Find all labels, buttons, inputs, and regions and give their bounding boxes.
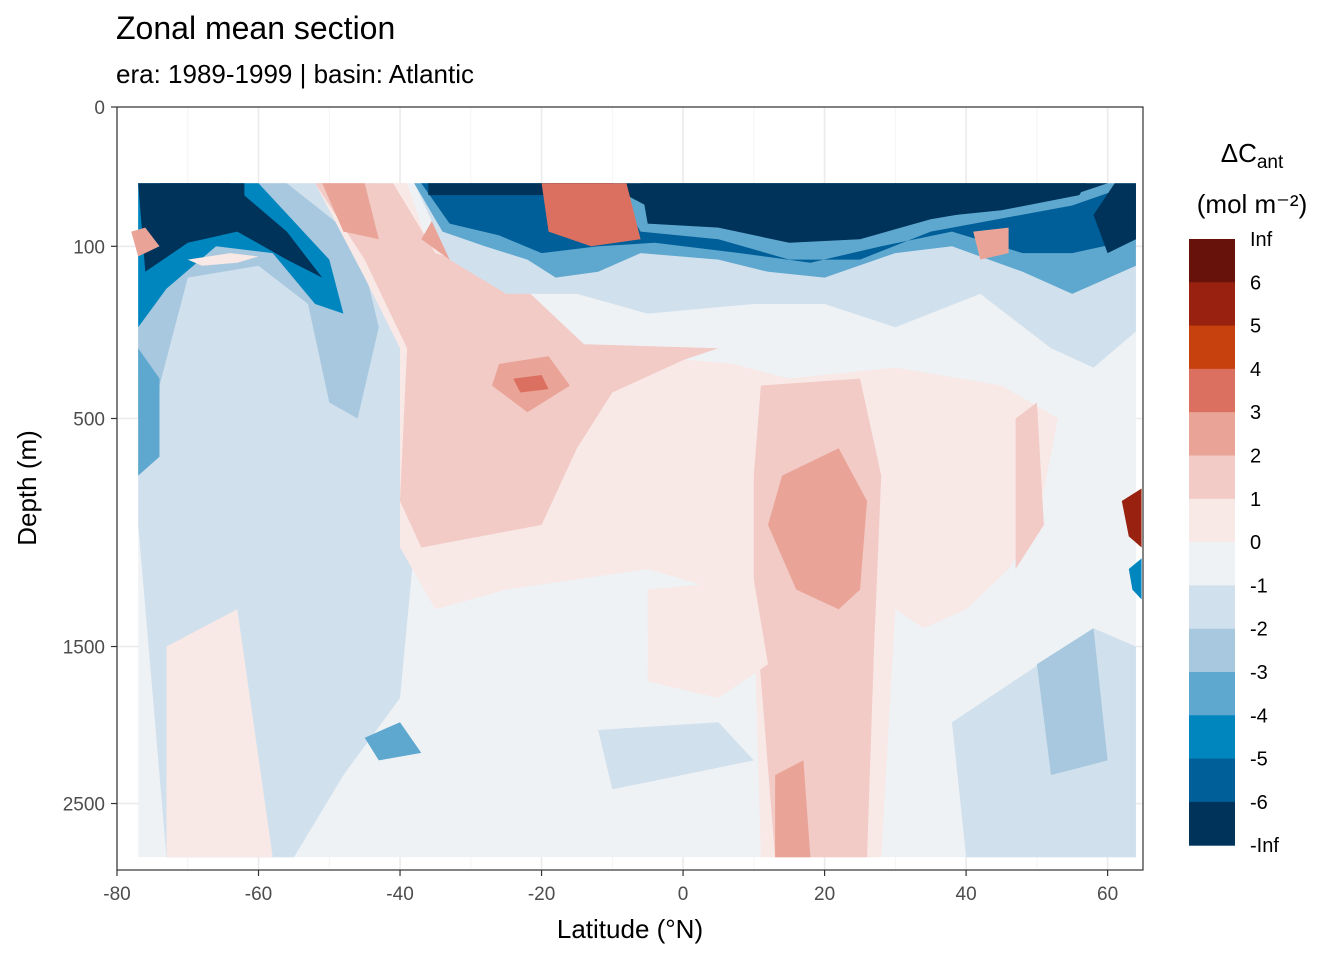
- contour-region: [1036, 628, 1108, 776]
- legend-key: [1189, 801, 1235, 846]
- legend: ΔCant (mol m⁻²) Inf 6 5 4 3 2 1 0 -1 -2 -3 -4 -5 -6 -I…: [1189, 138, 1307, 857]
- contour-region: [138, 348, 160, 476]
- legend-label: 6: [1250, 272, 1261, 294]
- x-tick-label: 20: [814, 884, 835, 905]
- x-axis: -80 -60 -40 -20 0 20 40 60: [103, 870, 1118, 905]
- legend-label: 2: [1250, 446, 1261, 468]
- contour-region: [166, 609, 273, 858]
- legend-label: 1: [1250, 489, 1261, 511]
- legend-key: [1189, 672, 1235, 716]
- x-tick-label: -40: [386, 884, 413, 905]
- x-tick-label: 60: [1097, 884, 1118, 905]
- legend-key: [1189, 715, 1235, 760]
- legend-title: ΔCant: [1221, 138, 1284, 173]
- x-tick-label: 0: [678, 884, 689, 905]
- legend-label: 3: [1250, 402, 1261, 424]
- contour-region: [131, 227, 160, 257]
- y-tick-label: 0: [94, 98, 105, 119]
- legend-label: 4: [1250, 359, 1261, 381]
- y-axis: 0 100 500 1500 2500: [63, 98, 117, 816]
- y-tick-label: 500: [73, 409, 105, 430]
- contour-region: [187, 253, 259, 266]
- legend-label: 0: [1250, 532, 1261, 554]
- chart-subtitle: era: 1989-1999 | basin: Atlantic: [116, 59, 474, 89]
- contour-region: [1093, 183, 1136, 254]
- contour-region: [364, 722, 422, 761]
- legend-units: (mol m⁻²): [1197, 189, 1307, 219]
- legend-title-sub: ant: [1257, 152, 1284, 173]
- legend-title-main: ΔC: [1221, 138, 1257, 168]
- legend-key: [1189, 585, 1235, 630]
- legend-key: [1189, 325, 1235, 370]
- contour-region: [598, 722, 754, 790]
- x-tick-label: -60: [245, 884, 272, 905]
- contour-region: [322, 183, 379, 240]
- legend-label: Inf: [1250, 229, 1273, 251]
- legend-key: [1189, 239, 1235, 283]
- contour-region: [159, 183, 245, 224]
- legend-label: -Inf: [1250, 835, 1279, 857]
- legend-key: [1189, 455, 1235, 500]
- y-axis-title: Depth (m): [12, 430, 42, 546]
- x-tick-label: 40: [956, 884, 977, 905]
- contour-region: [753, 378, 882, 858]
- legend-label: -1: [1250, 575, 1268, 597]
- contour-region: [775, 760, 811, 858]
- legend-label: -3: [1250, 662, 1268, 684]
- legend-key: [1189, 498, 1235, 543]
- contour-region: [768, 448, 867, 610]
- y-tick-label: 1500: [63, 638, 105, 659]
- contour-region: [973, 227, 1009, 260]
- legend-label: -2: [1250, 619, 1268, 641]
- contour-region: [541, 183, 641, 247]
- legend-key: [1189, 368, 1235, 413]
- chart-title: Zonal mean section: [116, 10, 396, 46]
- legend-labels: Inf 6 5 4 3 2 1 0 -1 -2 -3 -4 -5 -6 -Inf: [1250, 229, 1279, 857]
- contour-region: [1128, 558, 1142, 600]
- legend-label: -6: [1250, 792, 1268, 814]
- contour-region: [1121, 488, 1142, 548]
- legend-color-bar: [1189, 239, 1235, 846]
- legend-key: [1189, 282, 1235, 327]
- y-tick-label: 2500: [63, 795, 105, 816]
- legend-label: -5: [1250, 749, 1268, 771]
- contour-region: [647, 579, 768, 698]
- legend-key: [1189, 628, 1235, 673]
- contour-region: [1015, 402, 1044, 569]
- x-axis-title: Latitude (°N): [557, 914, 703, 944]
- x-tick-label: -80: [103, 884, 130, 905]
- contour-fills: [131, 183, 1142, 858]
- x-tick-label: -20: [528, 884, 555, 905]
- y-tick-label: 100: [73, 237, 105, 258]
- legend-label: -4: [1250, 705, 1268, 727]
- panel-border: [116, 106, 1144, 871]
- contour-region: [428, 183, 1087, 241]
- legend-key: [1189, 542, 1235, 586]
- contour-region: [513, 375, 549, 393]
- legend-key: [1189, 758, 1235, 803]
- legend-key: [1189, 412, 1235, 456]
- legend-label: 5: [1250, 316, 1261, 338]
